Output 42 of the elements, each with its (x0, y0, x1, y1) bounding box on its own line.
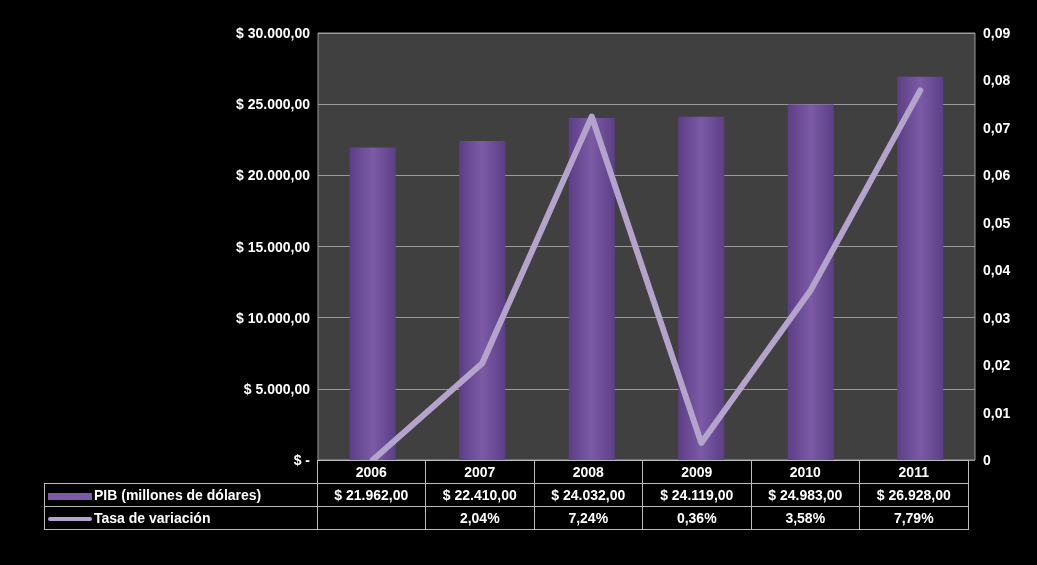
x-tick-label: 2007 (425, 460, 534, 484)
y2-tick-label: 0,03 (983, 309, 1011, 326)
y2-tick-label: 0,02 (983, 357, 1011, 374)
bar (349, 147, 396, 460)
y-tick-label: $ - (293, 452, 311, 468)
y2-tick-label: 0 (983, 452, 991, 468)
bar (678, 116, 725, 460)
data-label: 7,79% (859, 506, 968, 530)
y-tick-label: $ 30.000,00 (236, 25, 311, 41)
y2-tick-label: 0,05 (983, 214, 1011, 231)
x-tick-label: 2009 (642, 460, 751, 484)
data-label: $ 21.962,00 (317, 483, 426, 507)
bar (459, 141, 506, 460)
y2-tick-label: 0,09 (983, 25, 1011, 41)
data-label: $ 24.983,00 (751, 483, 860, 507)
x-tick-label: 2006 (317, 460, 426, 484)
data-label: 3,58% (751, 506, 860, 530)
data-label: $ 24.032,00 (534, 483, 643, 507)
legend-label: PIB (millones de dólares) (44, 483, 317, 507)
y-tick-label: $ 5.000,00 (243, 380, 311, 397)
y-tick-label: $ 20.000,00 (236, 167, 311, 184)
data-label: 7,24% (534, 506, 643, 530)
y2-tick-label: 0,01 (983, 404, 1011, 421)
y-tick-label: $ 15.000,00 (236, 238, 311, 255)
data-label: 0,36% (642, 506, 751, 530)
x-tick-label: 2010 (751, 460, 860, 484)
y2-tick-label: 0,04 (983, 262, 1011, 279)
y2-tick-label: 0,07 (983, 119, 1011, 136)
y2-tick-label: 0,08 (983, 72, 1011, 89)
bar (897, 76, 944, 460)
x-tick-label: 2008 (534, 460, 643, 484)
y2-tick-label: 0,06 (983, 167, 1011, 184)
bar (568, 117, 615, 460)
data-label: $ 22.410,00 (425, 483, 534, 507)
legend-label: Tasa de variación (44, 506, 317, 530)
data-label: $ 26.928,00 (859, 483, 968, 507)
x-tick-label: 2011 (859, 460, 968, 484)
data-label: 2,04% (425, 506, 534, 530)
y-tick-label: $ 25.000,00 (236, 96, 311, 113)
bar (787, 104, 834, 460)
y-tick-label: $ 10.000,00 (236, 309, 311, 326)
data-label: $ 24.119,00 (642, 483, 751, 507)
